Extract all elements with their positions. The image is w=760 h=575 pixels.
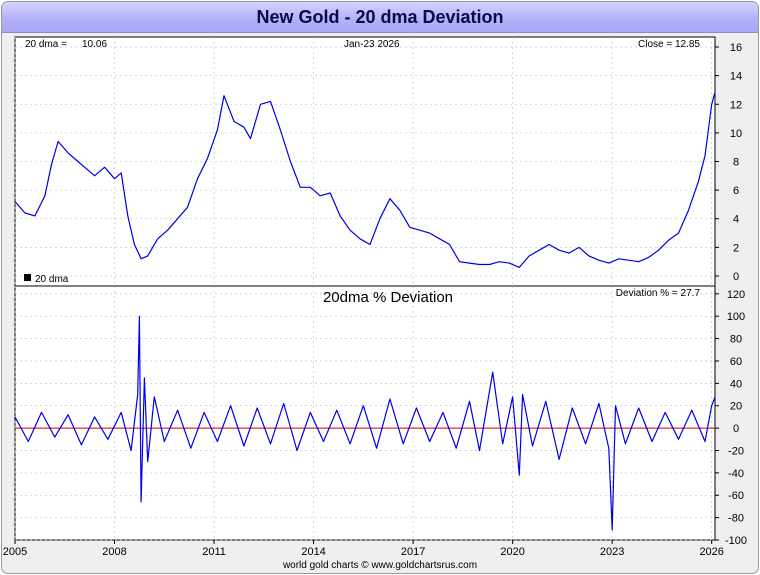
deviation-y-tick-label: 0 xyxy=(733,423,739,435)
dma-value: 10.06 xyxy=(82,39,107,50)
title-bar: New Gold - 20 dma Deviation xyxy=(2,2,758,33)
price-y-tick-label: 10 xyxy=(730,128,742,140)
x-tick-label: 2023 xyxy=(600,546,624,558)
price-y-tick-label: 12 xyxy=(730,99,742,111)
deviation-y-tick-label: 60 xyxy=(730,356,742,368)
deviation-y-tick-label: -80 xyxy=(728,513,744,525)
deviation-y-tick-label: -40 xyxy=(728,468,744,480)
deviation-y-axis: 120 100 80 60 40 20 0 -20 -40 -60 -80 -100 xyxy=(715,289,747,547)
x-tick-label: 2011 xyxy=(202,546,226,558)
price-series xyxy=(14,91,716,268)
x-axis: 2005 2008 2011 2014 2017 2020 2023 2026 xyxy=(3,540,724,558)
price-line xyxy=(14,91,716,268)
price-grid xyxy=(14,37,715,286)
x-tick-label: 2005 xyxy=(3,546,27,558)
deviation-value-label: Deviation % = 27.7 xyxy=(616,288,701,299)
deviation-y-tick-label: -20 xyxy=(728,445,744,457)
price-y-axis: 16 14 12 10 8 6 4 2 0 xyxy=(715,42,742,283)
legend-swatch xyxy=(24,274,31,281)
price-y-tick-label: 0 xyxy=(733,271,739,283)
price-y-tick-label: 2 xyxy=(733,242,739,254)
deviation-line xyxy=(14,315,716,531)
deviation-y-tick-label: -100 xyxy=(725,535,747,547)
deviation-y-tick-label: 80 xyxy=(730,334,742,346)
price-y-tick-label: 8 xyxy=(733,157,739,169)
deviation-y-tick-label: 20 xyxy=(730,401,742,413)
deviation-y-tick-label: 100 xyxy=(727,311,745,323)
date-label: Jan-23 2026 xyxy=(344,39,400,50)
price-y-tick-label: 4 xyxy=(733,214,739,226)
x-tick-label: 2026 xyxy=(699,546,723,558)
deviation-y-tick-label: 40 xyxy=(730,378,742,390)
price-y-tick-label: 6 xyxy=(733,185,739,197)
legend-label: 20 dma xyxy=(35,274,69,285)
chart-title: New Gold - 20 dma Deviation xyxy=(256,7,504,27)
deviation-y-tick-label: -60 xyxy=(728,490,744,502)
price-y-tick-label: 14 xyxy=(730,71,742,83)
footer-credit: world gold charts © www.goldchartsrus.co… xyxy=(282,560,477,571)
deviation-y-tick-label: 120 xyxy=(727,289,745,301)
x-tick-label: 2008 xyxy=(102,546,126,558)
x-tick-label: 2017 xyxy=(401,546,425,558)
dma-label: 20 dma = xyxy=(25,39,67,50)
x-tick-label: 2020 xyxy=(500,546,524,558)
deviation-series xyxy=(14,315,716,531)
price-y-tick-label: 16 xyxy=(730,42,742,54)
x-tick-label: 2014 xyxy=(301,546,325,558)
close-label: Close = 12.85 xyxy=(638,39,700,50)
deviation-title: 20dma % Deviation xyxy=(323,289,453,306)
